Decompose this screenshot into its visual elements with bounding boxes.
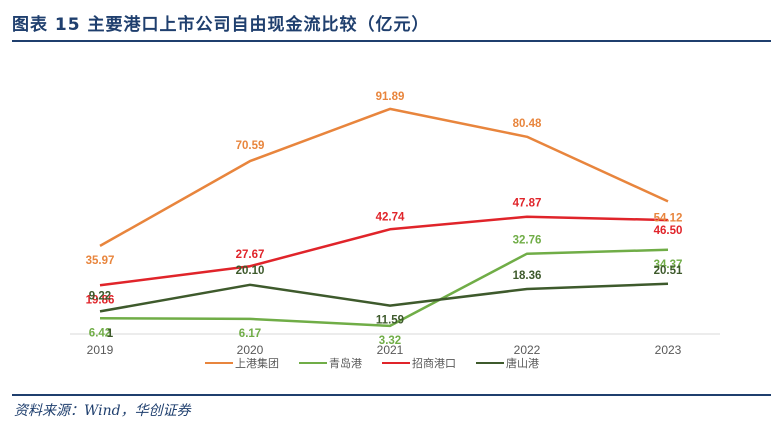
x-tick-label: 2022	[514, 343, 541, 354]
legend-swatch	[299, 361, 327, 365]
data-label: 20.51	[654, 265, 683, 277]
data-label: 54.12	[654, 212, 683, 224]
data-label: 34.37	[654, 259, 683, 271]
data-label: 80.48	[513, 118, 542, 130]
series-line-2	[99, 215, 669, 287]
data-label: 3.32	[379, 335, 401, 347]
data-label: 11.59	[376, 315, 404, 327]
data-label-layer: 35.97 70.59 91.89 80.48 54.12 6.42 6.17 3.32 32.…	[86, 91, 683, 347]
legend-label: 青岛港	[329, 357, 362, 370]
title-rule	[12, 40, 771, 42]
data-label: 35.97	[86, 255, 115, 267]
legend-item: 唐山港	[476, 355, 539, 371]
legend-swatch	[476, 361, 504, 365]
data-label: 18.36	[513, 270, 542, 282]
legend-label: 唐山港	[506, 357, 539, 370]
series-line-3	[99, 282, 669, 313]
data-label: 47.87	[513, 198, 542, 210]
data-label: 27.67	[236, 249, 265, 261]
data-label: 70.59	[236, 140, 265, 152]
data-label: 6.42	[89, 327, 111, 339]
legend-item: 招商港口	[382, 355, 456, 371]
data-label: 32.76	[513, 235, 542, 247]
source-note: 资料来源：Wind，华创证券	[14, 403, 191, 419]
data-label: 91.89	[376, 91, 405, 103]
data-label: 46.50	[654, 225, 683, 237]
data-label: 42.74	[376, 211, 405, 223]
legend-item: 青岛港	[299, 355, 362, 371]
legend-label: 招商港口	[412, 357, 456, 370]
series-line-0	[99, 107, 669, 247]
series-line-1	[99, 248, 669, 328]
data-label: 9.22	[89, 290, 111, 302]
x-tick-layer: 2019 2020 2021 2022 2023	[87, 343, 682, 354]
x-tick-label: 2019	[87, 343, 114, 354]
legend-swatch	[205, 361, 233, 365]
x-tick-label: 2021	[377, 343, 404, 354]
legend-label: 上港集团	[235, 357, 279, 370]
legend-item: 上港集团	[205, 355, 279, 371]
data-label: 6.17	[239, 328, 261, 340]
x-tick-label: 2020	[237, 343, 264, 354]
legend: 上港集团 青岛港 招商港口 唐山港	[205, 355, 539, 371]
data-label: 20.10	[236, 265, 265, 277]
series-layer	[99, 107, 669, 328]
data-label: 19.86	[86, 294, 115, 306]
figure-title: 图表 15 主要港口上市公司自由现金流比较（亿元）	[12, 15, 430, 35]
line-chart: 35.97 70.59 91.89 80.48 54.12 6.42 6.17 3.32 32.…	[70, 91, 720, 354]
source-rule	[12, 394, 771, 396]
data-label-extra: 1	[107, 328, 114, 340]
legend-swatch	[382, 361, 410, 365]
x-tick-label: 2023	[655, 343, 682, 354]
